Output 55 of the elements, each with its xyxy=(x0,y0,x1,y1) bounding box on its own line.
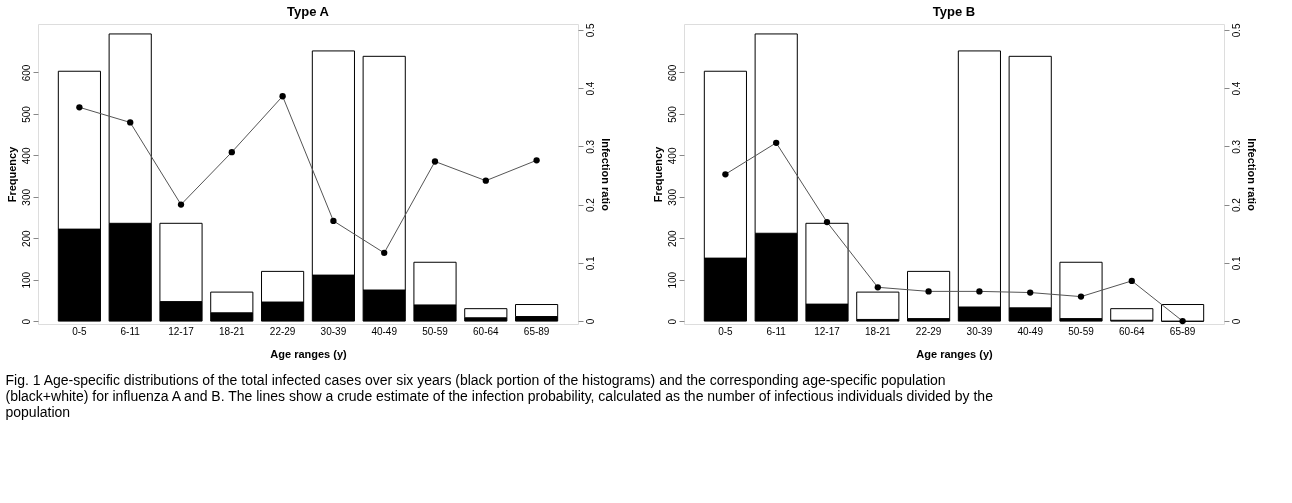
y-tick-label: 300 xyxy=(666,188,678,206)
chart-title: Type A xyxy=(287,3,330,19)
x-tick-label: 60-64 xyxy=(473,325,500,337)
y2-tick-label: 0.1 xyxy=(584,255,596,271)
x-tick-label: 12-17 xyxy=(814,325,841,337)
y-tick-label: 400 xyxy=(666,147,678,165)
y2-tick-label: 0.4 xyxy=(584,81,596,96)
x-tick-label: 18-21 xyxy=(865,325,892,337)
y-axis-title: Frequency xyxy=(651,145,664,203)
y2-tick-label: 0.2 xyxy=(1230,197,1242,213)
y-tick-label: 500 xyxy=(20,105,32,123)
x-tick-label: 18-21 xyxy=(219,325,246,337)
y-tick-label: 300 xyxy=(20,188,32,206)
y2-tick-label: 0.1 xyxy=(1230,255,1242,271)
x-tick-label: 22-29 xyxy=(269,325,296,337)
y2-tick-label: 0.5 xyxy=(584,22,596,38)
y-tick-label: 100 xyxy=(20,271,32,289)
y-axis-title: Frequency xyxy=(5,145,18,203)
y2-tick-label: 0.3 xyxy=(584,139,596,154)
x-tick-label: 40-49 xyxy=(1017,325,1044,337)
x-tick-label: 40-49 xyxy=(371,325,398,337)
x-tick-label: 6-11 xyxy=(120,325,141,337)
y-tick-label: 100 xyxy=(666,271,678,289)
caption: Fig. 1 Age-specific distributions of the total infected cases over six years (black portion of the histograms) and the corresponding age-specific population (black+white) for influenza A and B. The lines show a crude estimate of the infection probability, calculated as the number of infectious individuals divided by the population xyxy=(5,371,994,420)
x-tick-label: 65-89 xyxy=(523,325,550,337)
y2-tick-label: 0.2 xyxy=(584,197,596,213)
y2-tick-label: 0 xyxy=(1230,318,1242,325)
x-tick-label: 22-29 xyxy=(915,325,942,337)
y-tick-label: 0 xyxy=(666,318,678,325)
x-tick-label: 12-17 xyxy=(168,325,195,337)
x-tick-label: 65-89 xyxy=(1169,325,1196,337)
y2-tick-label: 0.5 xyxy=(1230,22,1242,38)
x-axis-title: Age ranges (y) xyxy=(270,347,348,360)
x-tick-label: 6-11 xyxy=(766,325,787,337)
x-tick-label: 50-59 xyxy=(1068,325,1095,337)
y-tick-label: 500 xyxy=(666,105,678,123)
x-tick-label: 0-5 xyxy=(718,325,734,337)
x-tick-label: 30-39 xyxy=(320,325,347,337)
y-tick-label: 600 xyxy=(20,64,32,82)
y-tick-label: 400 xyxy=(20,147,32,165)
x-tick-label: 30-39 xyxy=(966,325,993,337)
x-tick-label: 60-64 xyxy=(1119,325,1146,337)
y-tick-label: 200 xyxy=(20,229,32,248)
chart-title: Type B xyxy=(932,3,976,19)
y2-tick-label: 0.4 xyxy=(1230,81,1242,96)
y2-axis-title: Infection ratio xyxy=(599,138,612,212)
x-axis-title: Age ranges (y) xyxy=(916,347,994,360)
x-tick-label: 50-59 xyxy=(422,325,449,337)
y2-tick-label: 0.3 xyxy=(1230,139,1242,154)
y-tick-label: 600 xyxy=(666,64,678,82)
y2-axis-title: Infection ratio xyxy=(1245,138,1258,212)
y2-tick-label: 0 xyxy=(584,318,596,325)
y-tick-label: 0 xyxy=(20,318,32,325)
y-tick-label: 200 xyxy=(666,229,678,248)
x-tick-label: 0-5 xyxy=(72,325,88,337)
